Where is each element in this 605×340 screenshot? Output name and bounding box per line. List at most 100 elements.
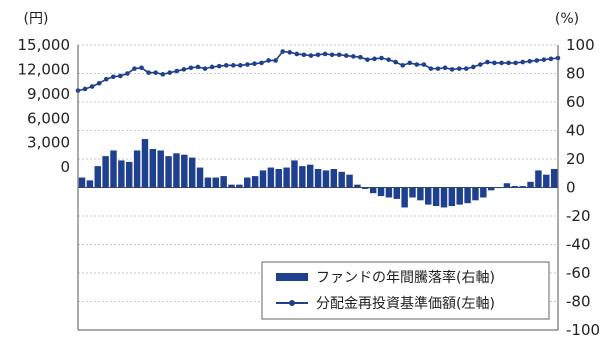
bar [314, 168, 322, 188]
bar [362, 187, 369, 189]
point [153, 70, 158, 75]
bar [283, 167, 290, 188]
point [216, 63, 222, 69]
point [287, 50, 293, 55]
bar [291, 160, 298, 188]
point [372, 56, 377, 62]
point [188, 65, 194, 71]
point [379, 55, 384, 61]
bar [503, 183, 511, 188]
bar [377, 187, 385, 197]
point [110, 74, 116, 80]
left-tick-label: 0 [60, 158, 70, 176]
bar [448, 187, 456, 207]
bar [110, 150, 117, 188]
legend-bar-swatch [276, 273, 308, 281]
legend-line-label: 分配金再投資基準価額(左軸) [316, 295, 495, 312]
bar [511, 186, 519, 188]
point [365, 57, 370, 62]
legend: ファンドの年間騰落率(右軸) 分配金再投資基準価額(左軸) [261, 261, 550, 320]
bar [330, 168, 338, 188]
point [541, 57, 547, 62]
point [322, 51, 328, 57]
bar [94, 166, 101, 188]
point [414, 62, 420, 67]
point [407, 60, 413, 66]
point [492, 60, 497, 66]
point [336, 52, 342, 58]
point [280, 49, 286, 54]
bar [354, 184, 361, 188]
point [386, 57, 391, 62]
point [167, 70, 173, 75]
point [238, 63, 243, 68]
point [513, 60, 518, 66]
bar [244, 177, 251, 188]
point [534, 58, 540, 63]
bar [275, 168, 282, 188]
point [301, 52, 307, 58]
right-axis-unit: (%) [555, 11, 579, 27]
left-tick-label: 3,000 [27, 134, 70, 152]
point [294, 51, 300, 57]
point [350, 54, 356, 59]
bar [338, 171, 345, 188]
bar [385, 187, 393, 198]
point [132, 66, 137, 71]
legend-line-marker [289, 300, 295, 306]
point [329, 52, 335, 58]
point [139, 65, 144, 71]
point [485, 59, 490, 65]
line-series [75, 49, 561, 93]
right-tick-label: -20 [566, 207, 591, 225]
bar [165, 156, 172, 188]
bar [78, 177, 86, 188]
bar [236, 184, 243, 188]
point [181, 67, 187, 72]
left-tick-label: 9,000 [27, 85, 70, 103]
bar [181, 154, 188, 188]
point [160, 72, 166, 77]
point [223, 63, 229, 68]
point [308, 53, 314, 58]
bar [369, 187, 377, 194]
right-tick-label: 20 [566, 150, 585, 168]
point [393, 59, 398, 65]
bar [204, 177, 212, 188]
bar [487, 187, 495, 191]
bar [409, 187, 416, 198]
bar [133, 150, 141, 188]
bar [346, 174, 353, 188]
right-tick-label: -80 [566, 293, 591, 311]
right-tick-label: -60 [566, 264, 591, 282]
bar [173, 153, 180, 188]
bar [432, 187, 440, 207]
left-tick-label: 6,000 [27, 109, 70, 127]
point [520, 59, 526, 65]
bar-series [78, 139, 558, 208]
point [174, 68, 180, 74]
bar [527, 181, 534, 188]
plot-frame [77, 45, 559, 331]
right-tick-label: 100 [566, 36, 595, 54]
bar [259, 170, 267, 188]
bar [102, 156, 109, 188]
point [343, 53, 349, 58]
point [209, 64, 215, 70]
legend-bar-label: ファンドの年間騰落率(右軸) [316, 269, 495, 286]
point [463, 66, 469, 71]
right-tick-label: -100 [566, 321, 600, 339]
point [245, 62, 250, 67]
point [252, 61, 257, 67]
right-axis-ticks: 100 80 60 40 20 0 -20 -40 -60 -80 -100 [566, 36, 600, 339]
bar [157, 150, 164, 188]
bar [212, 177, 220, 188]
bar [141, 139, 149, 188]
point [506, 60, 511, 66]
point [230, 63, 236, 68]
right-tick-label: 60 [566, 93, 585, 111]
point [89, 84, 95, 89]
point [202, 66, 208, 71]
bar [535, 170, 542, 188]
